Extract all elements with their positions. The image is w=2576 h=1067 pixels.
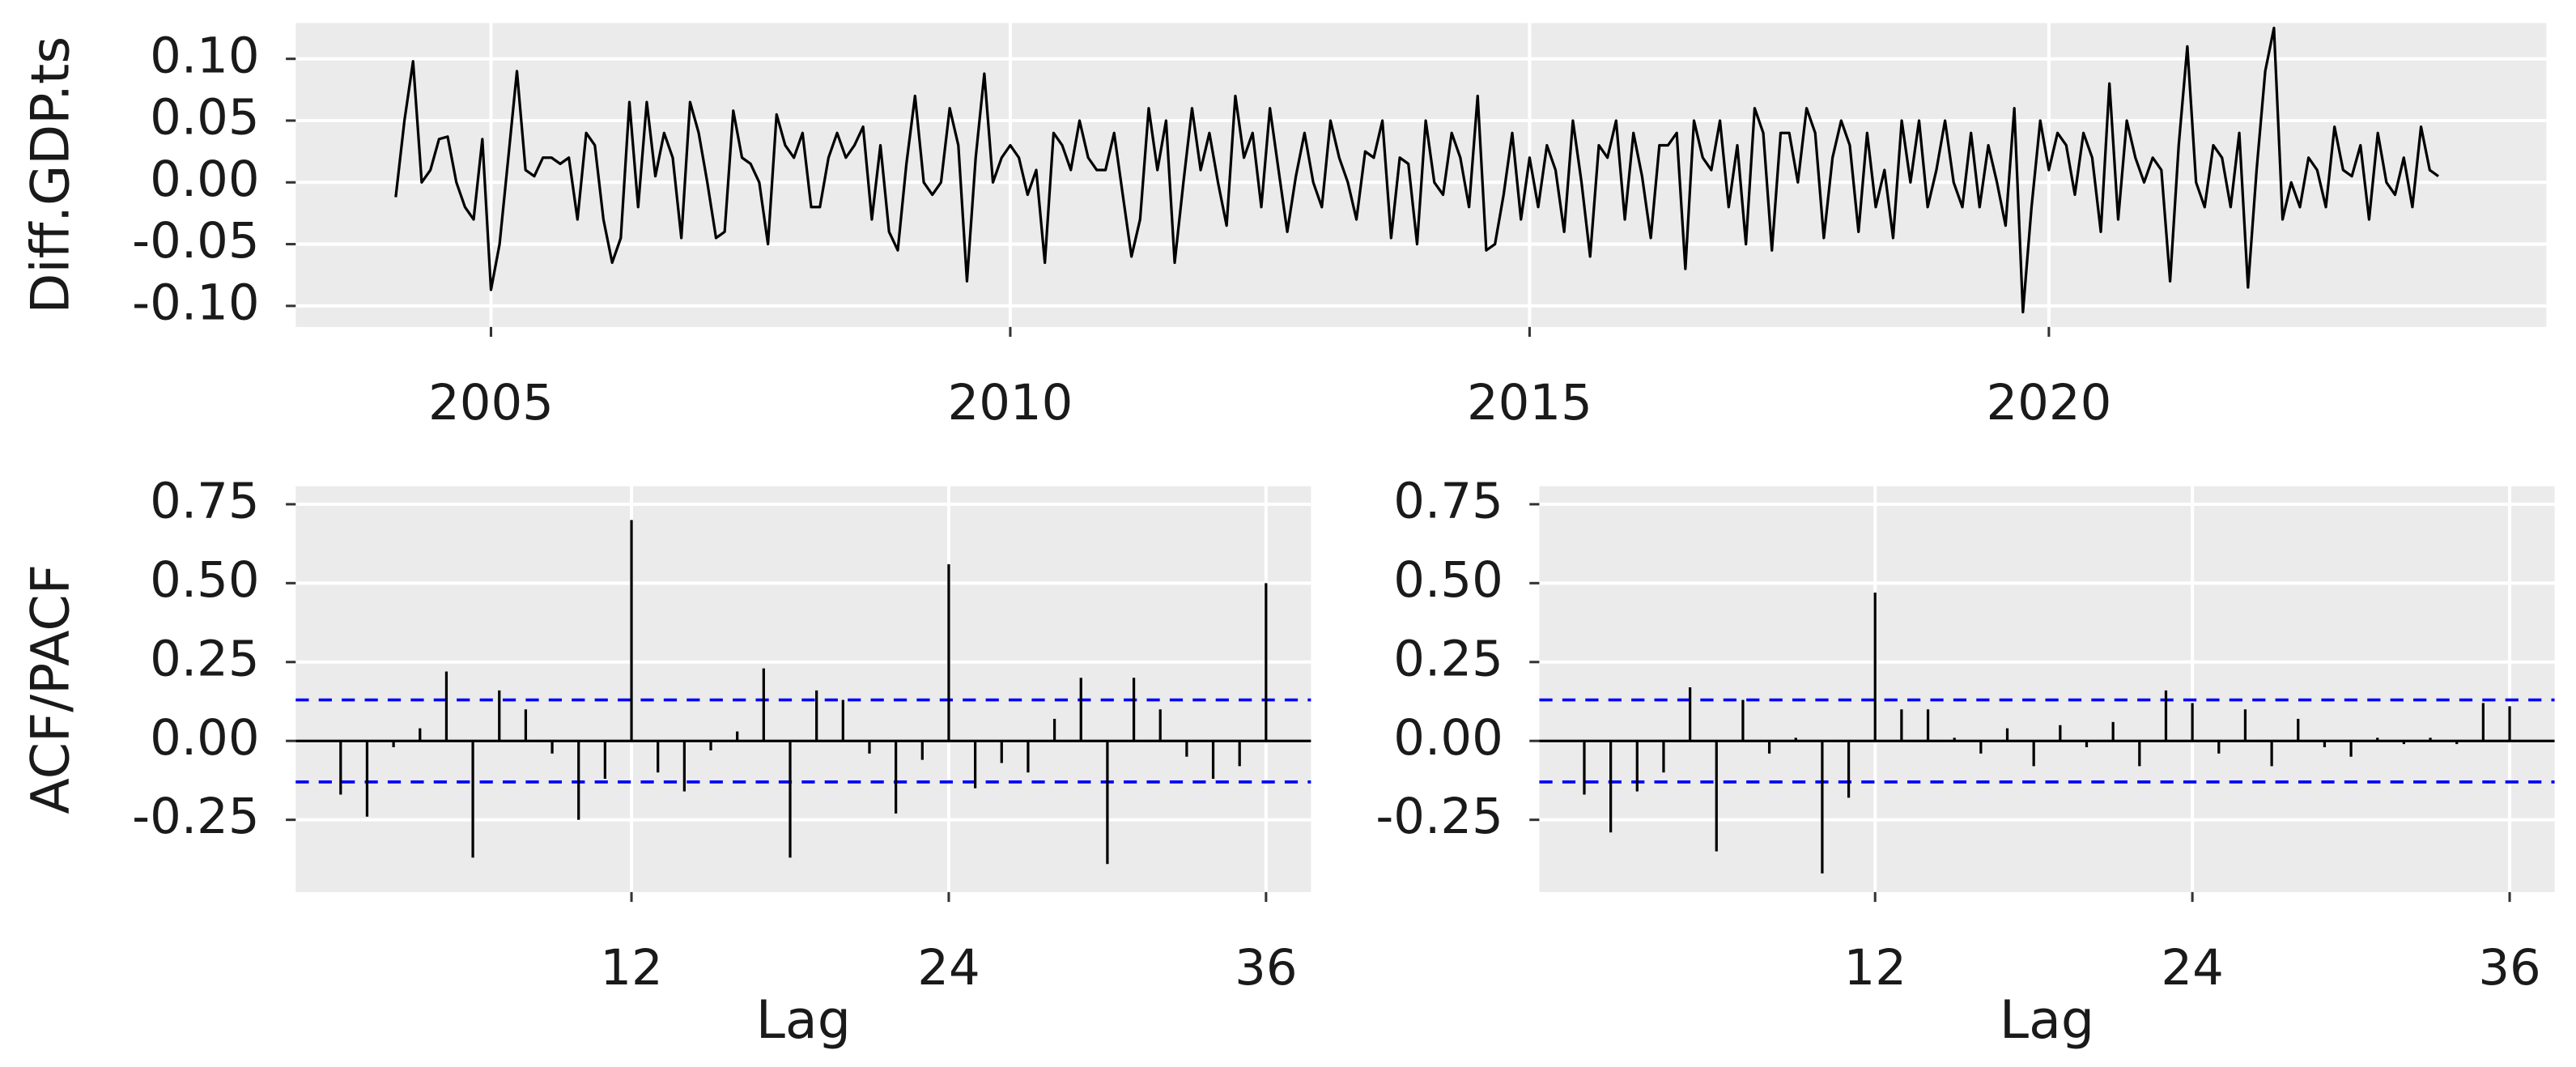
x-tick-label: 24	[917, 939, 980, 997]
y-tick-label: 0.50	[150, 551, 260, 609]
x-tick-label: 2015	[1467, 374, 1592, 431]
y-tick-label: 0.25	[150, 630, 260, 687]
x-axis-title: Lag	[2000, 990, 2094, 1051]
y-tick-label: 0.75	[150, 472, 260, 529]
y-tick-label: -0.25	[132, 788, 259, 845]
x-axis-title: Lag	[756, 990, 851, 1051]
y-tick-label: 0.00	[150, 709, 260, 767]
y-tick-label: 0.00	[150, 151, 260, 208]
x-tick-label: 24	[2161, 939, 2223, 997]
y-tick-label: 0.10	[150, 27, 260, 84]
x-tick-label: 12	[600, 939, 662, 997]
panel-background	[1539, 486, 2555, 892]
series-line	[394, 26, 2439, 314]
y-tick-label: 0.50	[1393, 551, 1503, 609]
y-tick-label: -0.05	[132, 212, 259, 270]
x-tick-label: 2010	[947, 374, 1073, 431]
y-axis-title: ACF/PACF	[21, 564, 82, 814]
x-tick-label: 2005	[428, 374, 554, 431]
x-tick-label: 2020	[1986, 374, 2111, 431]
y-tick-label: 0.00	[1393, 709, 1503, 767]
panel-background	[295, 486, 1311, 892]
y-tick-label: -0.10	[132, 274, 259, 331]
y-tick-label: 0.75	[1393, 472, 1503, 529]
x-tick-label: 12	[1843, 939, 1906, 997]
y-tick-label: 0.25	[1393, 630, 1503, 687]
y-tick-label: -0.25	[1375, 788, 1503, 845]
y-axis-title: Diff.GDP.ts	[21, 36, 82, 314]
y-tick-label: 0.05	[150, 89, 260, 147]
x-tick-label: 36	[1235, 939, 1297, 997]
x-tick-label: 36	[2478, 939, 2540, 997]
